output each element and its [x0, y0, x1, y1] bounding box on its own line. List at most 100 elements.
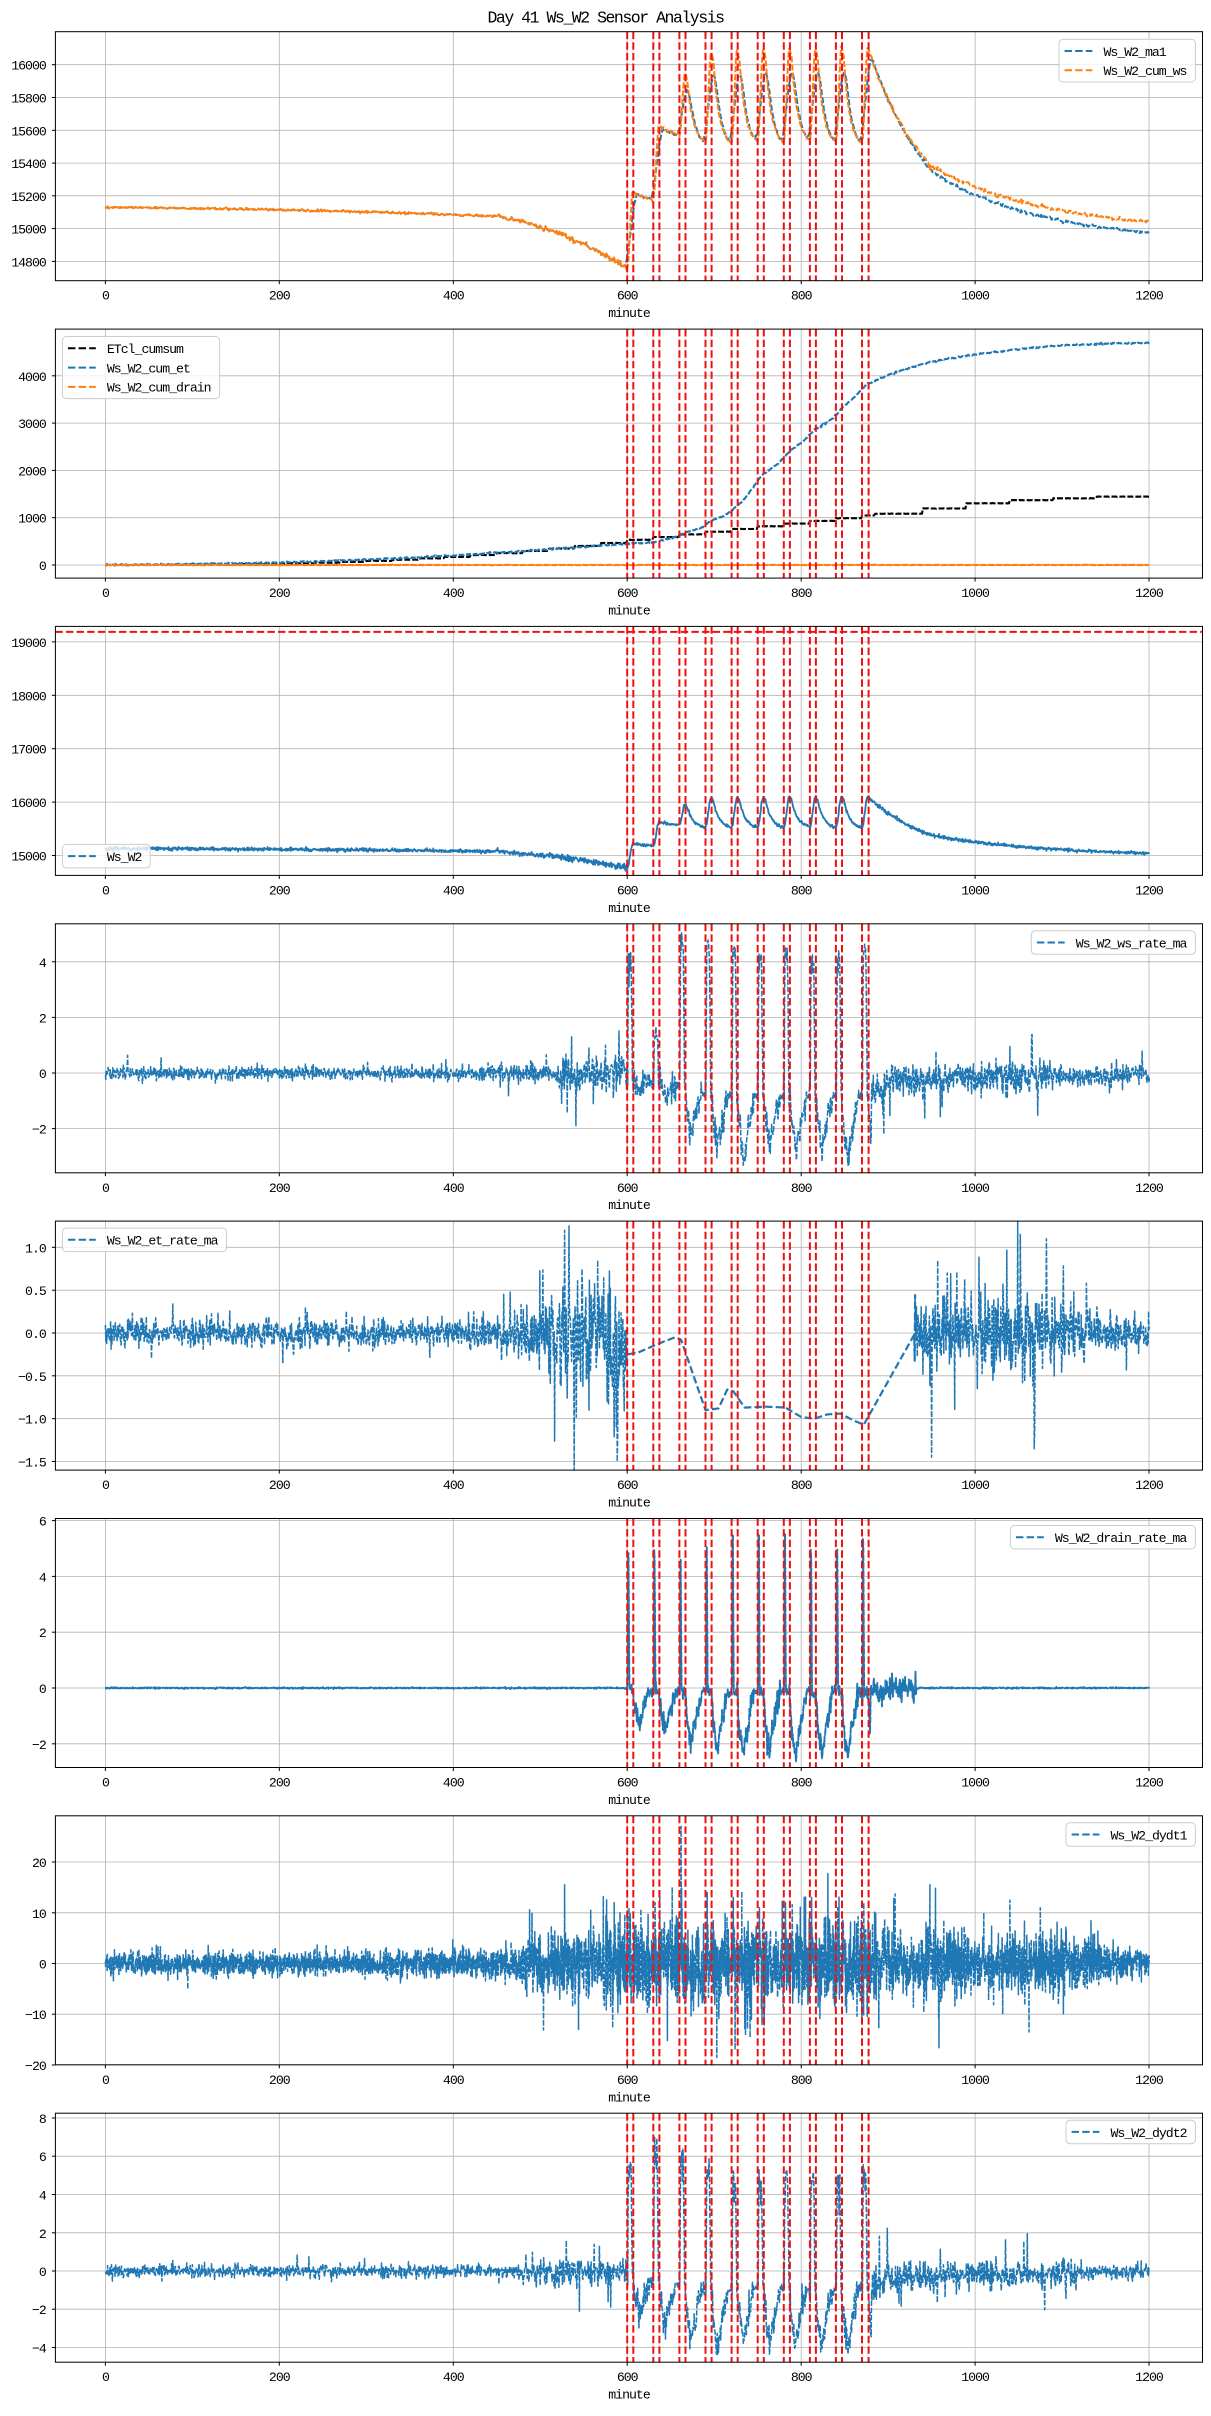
svg-text:200: 200 — [269, 883, 291, 898]
svg-text:15000: 15000 — [11, 223, 47, 238]
svg-text:600: 600 — [617, 289, 639, 304]
svg-text:0: 0 — [39, 1067, 47, 1082]
svg-text:400: 400 — [443, 2370, 465, 2385]
svg-text:2000: 2000 — [18, 464, 47, 479]
svg-text:14800: 14800 — [11, 255, 47, 270]
svg-text:−4: −4 — [32, 2342, 47, 2357]
svg-text:800: 800 — [791, 1776, 813, 1791]
svg-text:800: 800 — [791, 1181, 813, 1196]
svg-text:800: 800 — [791, 289, 813, 304]
svg-text:600: 600 — [617, 1776, 639, 1791]
svg-text:Ws_W2_ws_rate_ma: Ws_W2_ws_rate_ma — [1076, 936, 1188, 951]
svg-text:1200: 1200 — [1135, 289, 1164, 304]
svg-text:Ws_W2: Ws_W2 — [107, 850, 142, 865]
svg-text:600: 600 — [617, 1478, 639, 1493]
svg-text:0: 0 — [39, 2265, 47, 2280]
svg-text:0: 0 — [102, 883, 110, 898]
svg-text:8: 8 — [39, 2112, 47, 2127]
svg-text:−1.5: −1.5 — [18, 1456, 47, 1471]
svg-text:800: 800 — [791, 1478, 813, 1493]
svg-text:1000: 1000 — [961, 289, 990, 304]
svg-text:−2: −2 — [32, 1738, 46, 1753]
svg-text:ETcl_cumsum: ETcl_cumsum — [107, 342, 184, 357]
svg-text:800: 800 — [791, 2370, 813, 2385]
svg-text:0.5: 0.5 — [25, 1284, 47, 1299]
svg-text:400: 400 — [443, 1181, 465, 1196]
svg-text:2: 2 — [39, 2227, 46, 2242]
svg-text:600: 600 — [617, 1181, 639, 1196]
svg-text:15400: 15400 — [11, 157, 47, 172]
svg-text:600: 600 — [617, 586, 639, 601]
svg-text:400: 400 — [443, 2073, 465, 2088]
svg-text:minute: minute — [608, 1198, 651, 1213]
svg-text:Ws_W2_et_rate_ma: Ws_W2_et_rate_ma — [107, 1234, 219, 1249]
svg-text:Ws_W2_dydt1: Ws_W2_dydt1 — [1111, 1828, 1188, 1843]
svg-text:1000: 1000 — [961, 1776, 990, 1791]
svg-text:Ws_W2_cum_drain: Ws_W2_cum_drain — [107, 381, 211, 396]
svg-text:Ws_W2_drain_rate_ma: Ws_W2_drain_rate_ma — [1055, 1531, 1187, 1546]
svg-text:4: 4 — [39, 2189, 47, 2204]
svg-text:1000: 1000 — [18, 512, 47, 527]
svg-text:4: 4 — [39, 956, 47, 971]
svg-text:400: 400 — [443, 1478, 465, 1493]
svg-text:Ws_W2_cum_ws: Ws_W2_cum_ws — [1104, 64, 1187, 79]
svg-text:Ws_W2_cum_et: Ws_W2_cum_et — [107, 361, 190, 376]
svg-text:200: 200 — [269, 2073, 291, 2088]
svg-text:0: 0 — [102, 1478, 110, 1493]
svg-text:200: 200 — [269, 586, 291, 601]
svg-text:2: 2 — [39, 1626, 46, 1641]
svg-text:minute: minute — [608, 2388, 651, 2403]
svg-text:6: 6 — [39, 2150, 47, 2165]
svg-text:minute: minute — [608, 1793, 651, 1808]
svg-text:400: 400 — [443, 883, 465, 898]
svg-text:0: 0 — [102, 1776, 110, 1791]
svg-text:4: 4 — [39, 1570, 47, 1585]
svg-text:200: 200 — [269, 1776, 291, 1791]
svg-text:19000: 19000 — [11, 636, 47, 651]
svg-text:Day 41 Ws_W2 Sensor Analysis: Day 41 Ws_W2 Sensor Analysis — [487, 9, 724, 28]
svg-text:200: 200 — [269, 2370, 291, 2385]
svg-text:3000: 3000 — [18, 417, 47, 432]
svg-text:1200: 1200 — [1135, 586, 1164, 601]
svg-text:−2: −2 — [32, 1123, 46, 1138]
svg-text:0: 0 — [39, 559, 47, 574]
svg-text:600: 600 — [617, 2370, 639, 2385]
svg-text:0: 0 — [39, 1958, 47, 1973]
svg-text:400: 400 — [443, 289, 465, 304]
svg-text:17000: 17000 — [11, 743, 47, 758]
svg-text:6: 6 — [39, 1515, 47, 1530]
svg-text:200: 200 — [269, 1181, 291, 1196]
svg-text:−0.5: −0.5 — [18, 1370, 47, 1385]
svg-text:1200: 1200 — [1135, 883, 1164, 898]
svg-text:1000: 1000 — [961, 1478, 990, 1493]
svg-text:1200: 1200 — [1135, 1478, 1164, 1493]
svg-text:800: 800 — [791, 883, 813, 898]
svg-text:10: 10 — [32, 1907, 47, 1922]
svg-text:15800: 15800 — [11, 92, 47, 107]
svg-text:400: 400 — [443, 586, 465, 601]
svg-text:15600: 15600 — [11, 124, 47, 139]
svg-text:−20: −20 — [25, 2059, 47, 2074]
svg-text:1200: 1200 — [1135, 2370, 1164, 2385]
svg-text:1200: 1200 — [1135, 1776, 1164, 1791]
svg-text:0.0: 0.0 — [25, 1327, 47, 1342]
svg-text:0: 0 — [102, 586, 110, 601]
svg-text:15000: 15000 — [11, 850, 47, 865]
svg-text:18000: 18000 — [11, 689, 47, 704]
svg-text:minute: minute — [608, 306, 651, 321]
svg-text:600: 600 — [617, 883, 639, 898]
svg-text:0: 0 — [102, 2073, 110, 2088]
svg-text:0: 0 — [102, 2370, 110, 2385]
svg-text:200: 200 — [269, 1478, 291, 1493]
svg-text:16000: 16000 — [11, 796, 47, 811]
svg-text:1000: 1000 — [961, 1181, 990, 1196]
svg-text:−1.0: −1.0 — [18, 1413, 47, 1428]
svg-text:1000: 1000 — [961, 2370, 990, 2385]
svg-text:16000: 16000 — [11, 59, 47, 74]
svg-text:400: 400 — [443, 1776, 465, 1791]
svg-text:minute: minute — [608, 1496, 651, 1511]
svg-text:1000: 1000 — [961, 883, 990, 898]
svg-text:minute: minute — [608, 901, 651, 916]
svg-text:20: 20 — [32, 1856, 47, 1871]
svg-text:1000: 1000 — [961, 2073, 990, 2088]
